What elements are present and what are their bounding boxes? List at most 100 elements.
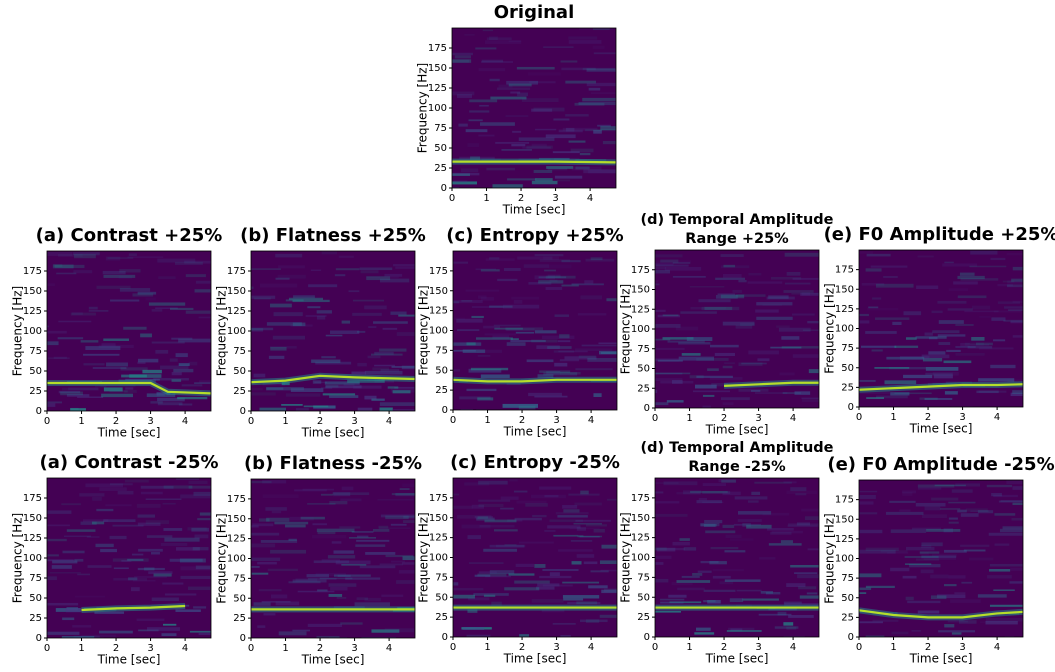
y-tick-label: 125 bbox=[23, 533, 42, 544]
x-axis-label: Time [sec] bbox=[301, 653, 365, 667]
texture-streak bbox=[251, 295, 276, 299]
x-tick-label: 1 bbox=[78, 643, 84, 654]
texture-streak bbox=[780, 540, 793, 544]
texture-streak bbox=[921, 542, 943, 547]
texture-streak bbox=[125, 387, 134, 390]
texture-streak bbox=[145, 520, 170, 525]
texture-streak bbox=[325, 385, 362, 389]
y-tick-label: 125 bbox=[631, 304, 650, 315]
texture-streak bbox=[511, 144, 526, 147]
texture-streak bbox=[730, 628, 743, 632]
texture-streak bbox=[500, 507, 514, 510]
texture-streak bbox=[937, 334, 966, 337]
texture-streak bbox=[508, 40, 522, 43]
texture-streak bbox=[492, 335, 510, 339]
texture-streak bbox=[199, 380, 211, 384]
texture-streak bbox=[322, 393, 356, 396]
texture-streak bbox=[262, 480, 287, 484]
texture-streak bbox=[547, 167, 568, 171]
texture-streak bbox=[251, 525, 259, 528]
texture-streak bbox=[969, 343, 990, 346]
y-tick-label: 75 bbox=[29, 573, 42, 584]
texture-streak bbox=[917, 487, 942, 490]
texture-streak bbox=[539, 575, 572, 579]
texture-streak bbox=[722, 273, 742, 278]
texture-streak bbox=[337, 574, 351, 578]
texture-streak bbox=[506, 328, 535, 331]
texture-streak bbox=[391, 366, 415, 368]
texture-streak bbox=[47, 252, 73, 256]
texture-streak bbox=[325, 334, 343, 337]
texture-streak bbox=[1007, 284, 1023, 288]
texture-streak bbox=[73, 252, 100, 256]
x-axis-label: Time [sec] bbox=[503, 652, 567, 666]
texture-streak bbox=[593, 528, 605, 533]
texture-streak bbox=[251, 388, 263, 391]
texture-streak bbox=[53, 356, 67, 359]
texture-streak bbox=[462, 627, 485, 630]
texture-streak bbox=[478, 571, 497, 574]
texture-streak bbox=[365, 552, 396, 555]
texture-streak bbox=[865, 331, 897, 334]
texture-streak bbox=[480, 374, 510, 379]
texture-streak bbox=[921, 354, 950, 359]
texture-streak bbox=[47, 330, 67, 334]
texture-streak bbox=[655, 324, 681, 328]
texture-streak bbox=[934, 484, 966, 487]
texture-streak bbox=[492, 184, 523, 188]
texture-streak bbox=[655, 372, 683, 375]
texture-streak bbox=[307, 623, 342, 628]
texture-streak bbox=[273, 312, 303, 317]
texture-streak bbox=[655, 513, 688, 517]
texture-streak bbox=[174, 261, 203, 265]
texture-streak bbox=[453, 180, 468, 183]
texture-streak bbox=[602, 141, 616, 145]
texture-streak bbox=[63, 535, 91, 537]
texture-streak bbox=[579, 28, 614, 30]
texture-streak bbox=[188, 485, 211, 489]
texture-streak bbox=[148, 571, 173, 574]
texture-streak bbox=[993, 494, 1018, 498]
texture-streak bbox=[703, 523, 716, 528]
texture-streak bbox=[866, 253, 891, 257]
y-tick-label: 75 bbox=[233, 573, 246, 584]
texture-streak bbox=[372, 528, 390, 532]
texture-streak bbox=[741, 362, 767, 365]
texture-streak bbox=[468, 119, 483, 122]
texture-streak bbox=[577, 535, 602, 538]
texture-streak bbox=[176, 478, 200, 480]
texture-streak bbox=[92, 521, 105, 525]
texture-streak bbox=[47, 602, 79, 606]
y-tick-label: 175 bbox=[835, 265, 854, 276]
texture-streak bbox=[593, 129, 602, 134]
texture bbox=[47, 478, 211, 638]
texture-streak bbox=[890, 567, 910, 572]
texture-streak bbox=[655, 547, 667, 551]
y-tick-label: 150 bbox=[631, 285, 650, 296]
texture-streak bbox=[175, 609, 201, 612]
panel-title: Original bbox=[494, 2, 575, 23]
texture-streak bbox=[180, 566, 211, 571]
y-tick-label: 75 bbox=[434, 123, 447, 134]
texture-streak bbox=[526, 145, 553, 149]
texture-streak bbox=[904, 563, 932, 565]
texture-streak bbox=[185, 310, 211, 314]
texture-streak bbox=[321, 356, 336, 359]
texture-streak bbox=[49, 571, 81, 574]
x-tick-label: 0 bbox=[450, 642, 456, 653]
texture-streak bbox=[861, 282, 885, 286]
texture-streak bbox=[306, 574, 329, 578]
texture-streak bbox=[341, 564, 367, 566]
texture-streak bbox=[738, 279, 747, 283]
texture-streak bbox=[905, 546, 935, 551]
texture-streak bbox=[466, 634, 491, 637]
texture-streak bbox=[452, 91, 475, 96]
texture-streak bbox=[160, 542, 188, 546]
texture-streak bbox=[161, 633, 177, 637]
texture-streak bbox=[62, 550, 85, 554]
texture-streak bbox=[964, 342, 984, 346]
texture-streak bbox=[703, 589, 736, 592]
texture-streak bbox=[944, 624, 955, 628]
y-axis-label: Frequency [Hz] bbox=[619, 284, 633, 375]
texture-streak bbox=[562, 127, 598, 131]
